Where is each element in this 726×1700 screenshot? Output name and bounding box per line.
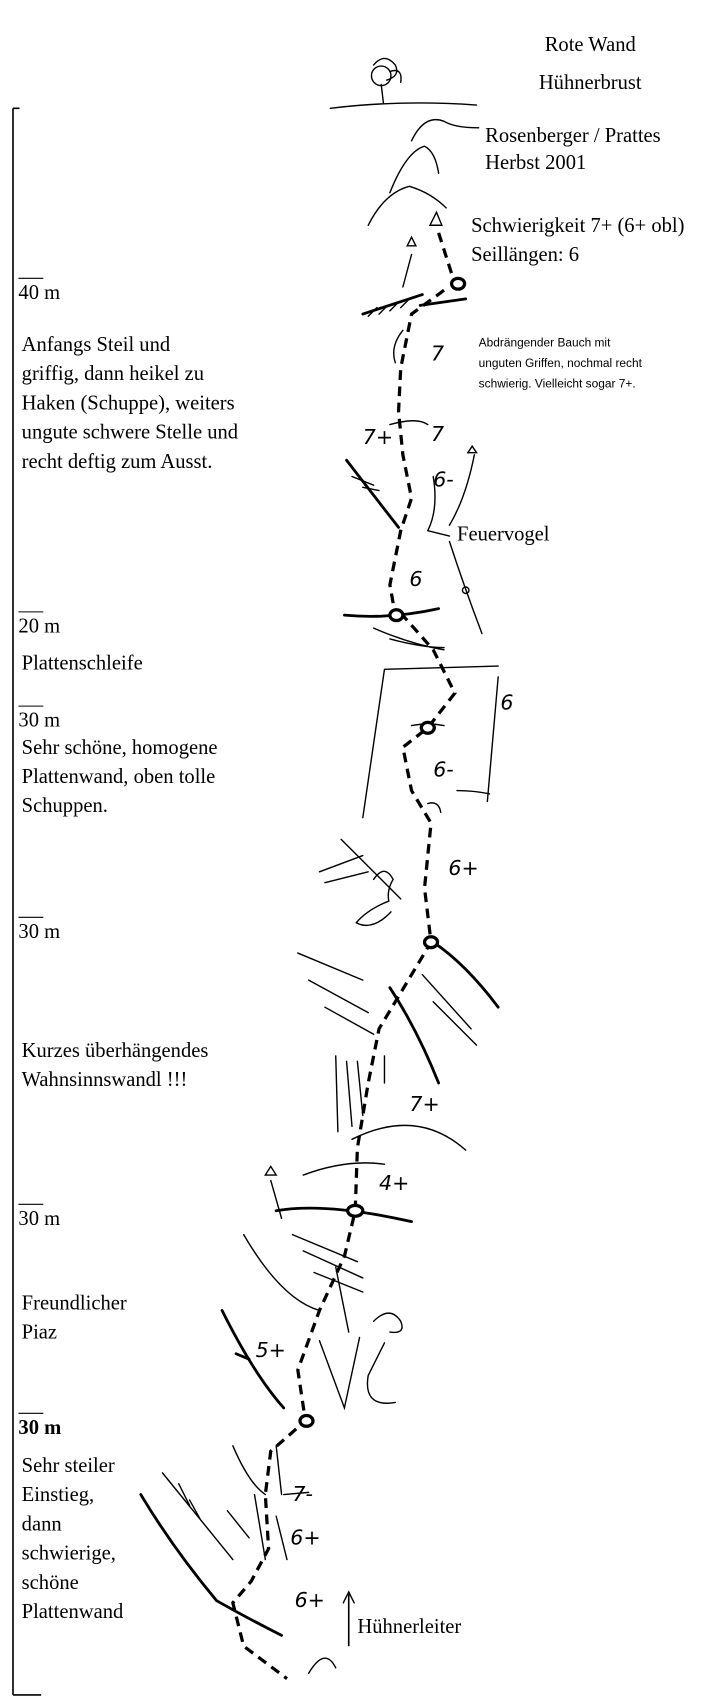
grade: 6- <box>433 467 454 491</box>
difficulty: Schwierigkeit 7+ (6+ obl) <box>471 215 684 237</box>
description-line: recht deftig zum Ausst. <box>22 451 213 473</box>
grade: 7+ <box>363 425 393 449</box>
grade: 7 <box>431 342 444 366</box>
description-line: Sehr steiler <box>22 1455 115 1477</box>
description-line: Wahnsinnswandl !!! <box>22 1069 188 1091</box>
grades: 7 7+ 7 6- 6 6 6- 6+ 7+ 4+ 5+ 7- 6+ 6+ <box>256 342 514 1613</box>
description-line: schöne <box>22 1572 79 1594</box>
description-line: ungute schwere Stelle und <box>22 422 239 444</box>
grade: 6+ <box>290 1525 320 1549</box>
scale-label: 40 m <box>18 282 60 304</box>
scale-label: 30 m <box>18 1208 60 1230</box>
belays <box>298 276 467 1428</box>
title: Rote Wand <box>545 34 637 56</box>
grade: 6+ <box>448 856 478 880</box>
description-line: Sehr schöne, homogene <box>22 737 218 759</box>
pitches: Seillängen: 6 <box>471 244 579 266</box>
scale-label: 30 m <box>18 710 60 732</box>
description-line: Einstieg, <box>22 1484 95 1506</box>
grade: 6- <box>433 758 454 782</box>
grade: 7+ <box>409 1092 439 1116</box>
descriptions: Anfangs Steil und griffig, dann heikel z… <box>22 334 239 1623</box>
scale-label: 20 m <box>18 615 60 637</box>
description-line: Anfangs Steil und <box>22 334 171 356</box>
grade: 6 <box>500 690 513 714</box>
drawing: Rote Wand Hühnerbrust Rosenberger / Prat… <box>12 34 684 1696</box>
scale-label: 30 m <box>18 921 60 943</box>
subtitle: Hühnerbrust <box>539 72 642 94</box>
belay <box>449 276 467 291</box>
note-line: unguten Griffen, nochmal recht <box>479 356 643 370</box>
description-line: schwierige, <box>22 1543 116 1565</box>
description-line: Plattenschleife <box>22 652 143 674</box>
arrow-head <box>342 1590 355 1604</box>
description-line: Piaz <box>22 1322 57 1344</box>
grade: 6+ <box>295 1588 325 1612</box>
description-line: griffig, dann heikel zu <box>22 363 204 385</box>
rock-sketch <box>139 57 500 1674</box>
route <box>231 232 457 1680</box>
belay <box>419 720 436 735</box>
date: Herbst 2001 <box>485 152 586 174</box>
note-line: Abdrängender Bauch mit <box>479 336 611 350</box>
description-line: Schuppen. <box>22 795 108 817</box>
grade: 7 <box>431 422 444 446</box>
scale-label: 30 m <box>18 1417 61 1439</box>
description-line: Freundlicher <box>22 1292 127 1314</box>
belay <box>298 1413 315 1428</box>
description-line: Kurzes überhängendes <box>22 1040 209 1062</box>
route-end <box>428 210 443 226</box>
scale: 40 m 20 m 30 m 30 m 30 m 30 m <box>12 107 61 1696</box>
grade: 7- <box>292 1482 313 1506</box>
description-line: dann <box>22 1513 62 1535</box>
belay <box>388 608 405 623</box>
route-label: Feuervogel <box>457 523 550 545</box>
belay <box>346 1203 365 1218</box>
belay <box>422 935 440 950</box>
route-label: Hühnerleiter <box>357 1616 461 1638</box>
description-line: Plattenwand, oben tolle <box>22 766 216 788</box>
authors: Rosenberger / Prattes <box>485 125 661 147</box>
grade: 4+ <box>379 1171 409 1195</box>
grade: 6 <box>409 567 422 591</box>
description-line: Plattenwand <box>22 1601 124 1623</box>
description-line: Haken (Schuppe), weiters <box>22 392 235 414</box>
note-line: schwierig. Vielleicht sogar 7+. <box>479 377 636 391</box>
grade: 5+ <box>256 1338 286 1362</box>
